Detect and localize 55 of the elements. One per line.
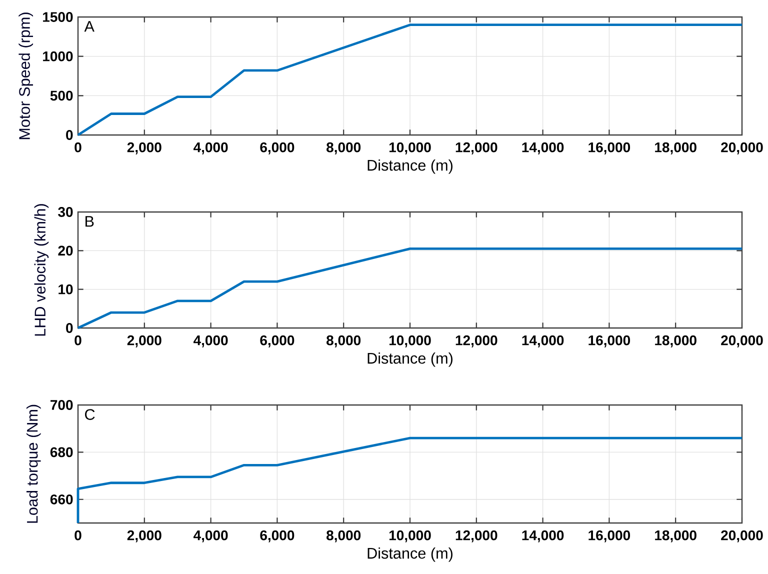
x-tick-label: 10,000	[389, 530, 431, 542]
x-tick-label: 6,000	[260, 530, 294, 542]
x-tick-label: 16,000	[588, 142, 630, 154]
x-tick-label: 10,000	[389, 335, 431, 348]
line-series	[76, 248, 744, 330]
y-tick-label: 30	[58, 207, 73, 217]
x-tick-label: 20,000	[721, 530, 763, 542]
y-tick-label: 20	[58, 246, 73, 256]
x-tick-label: 4,000	[193, 142, 228, 154]
y-tick-label: 1000	[43, 51, 73, 62]
x-axis-title: Distance (m)	[368, 159, 452, 174]
x-tick-label: 2,000	[127, 335, 162, 348]
x-tick-label: 6,000	[260, 335, 294, 348]
x-tick-label: 20,000	[721, 142, 763, 154]
y-tick-label: 0	[66, 323, 73, 333]
annotation: C	[85, 409, 95, 420]
x-tick-label: 12,000	[456, 335, 498, 348]
x-tick-label: 16,000	[588, 530, 630, 542]
x-tick-label: 4,000	[193, 335, 228, 348]
y-axis-title: Load torque (Nm)	[26, 404, 41, 523]
x-tick-label: 0	[74, 335, 82, 346]
y-tick-label: 0	[66, 130, 73, 140]
line-series	[76, 436, 744, 524]
x-tick-label: 14,000	[522, 530, 564, 542]
annotation: B	[86, 216, 94, 227]
y-tick-label: 680	[50, 447, 73, 458]
x-tick-label: 6,000	[260, 142, 294, 154]
x-tick-label: 2,000	[127, 530, 162, 542]
x-tick-label: 0	[74, 530, 82, 540]
x-axis-title: Distance (m)	[368, 352, 452, 367]
x-tick-label: 14,000	[522, 142, 564, 154]
annotation: A	[84, 21, 94, 32]
x-tick-label: 18,000	[655, 335, 696, 348]
y-axis-title: Motor Speed (rpm)	[18, 12, 33, 140]
x-tick-label: 18,000	[655, 530, 696, 542]
x-tick-label: 20,000	[721, 335, 763, 348]
y-tick-label: 500	[50, 90, 73, 101]
y-tick-label: 10	[58, 284, 73, 294]
x-tick-label: 10,000	[389, 142, 431, 154]
x-tick-label: 8,000	[326, 530, 361, 542]
x-tick-label: 12,000	[456, 530, 498, 542]
y-tick-label: 660	[50, 494, 73, 504]
y-axis-title: LHD velocity (km/h)	[34, 204, 49, 336]
x-tick-label: 16,000	[588, 335, 630, 348]
y-tick-label: 700	[50, 400, 73, 410]
x-tick-label: 4,000	[193, 530, 228, 542]
x-tick-label: 14,000	[522, 335, 564, 348]
x-tick-label: 8,000	[326, 142, 361, 154]
x-tick-label: 12,000	[456, 142, 498, 154]
y-tick-label: 1500	[43, 12, 73, 22]
x-tick-label: 2,000	[127, 142, 162, 154]
x-tick-label: 0	[74, 142, 82, 152]
x-tick-label: 18,000	[655, 142, 696, 154]
x-axis-title: Distance (m)	[368, 547, 452, 562]
x-tick-label: 8,000	[326, 335, 361, 348]
